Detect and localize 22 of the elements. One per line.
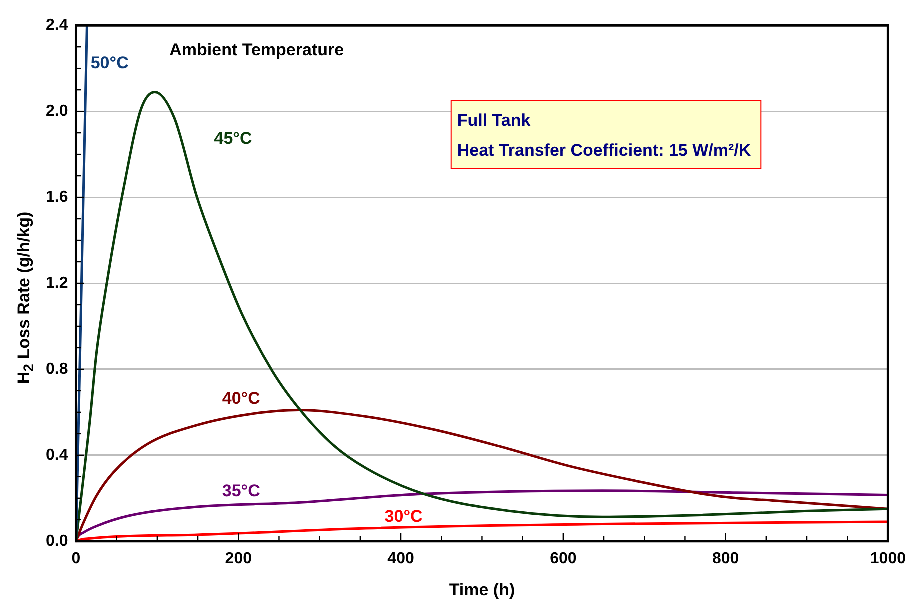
x-tick-label: 0 xyxy=(72,550,81,568)
y-tick-label: 2.4 xyxy=(46,17,68,34)
series-label: 50°C xyxy=(90,54,129,73)
legend-title: Ambient Temperature xyxy=(170,40,344,60)
x-tick-label: 1000 xyxy=(870,550,906,568)
y-tick-label: 2.0 xyxy=(46,102,68,120)
annotation: Full Tank xyxy=(457,110,532,130)
x-axis-title: Time (h) xyxy=(449,580,516,600)
series-label: 45°C xyxy=(214,128,252,148)
y-tick-label: 0.4 xyxy=(46,446,68,464)
x-tick-label: 200 xyxy=(225,550,252,568)
series-label: 30°C xyxy=(384,507,423,526)
y-tick-label: 1.6 xyxy=(46,188,68,206)
y-tick-label: 0.8 xyxy=(46,360,68,378)
series-label: 40°C xyxy=(222,388,260,408)
x-tick-label: 800 xyxy=(712,550,740,568)
x-tick-label: 600 xyxy=(550,550,577,568)
y-tick-label: 0.0 xyxy=(46,532,68,550)
y-tick-label: 1.2 xyxy=(46,274,68,292)
series-label: 35°C xyxy=(222,481,260,500)
x-tick-label: 400 xyxy=(388,550,414,568)
annotation: Heat Transfer Coefficient: 15 W/m²/K xyxy=(457,140,752,160)
